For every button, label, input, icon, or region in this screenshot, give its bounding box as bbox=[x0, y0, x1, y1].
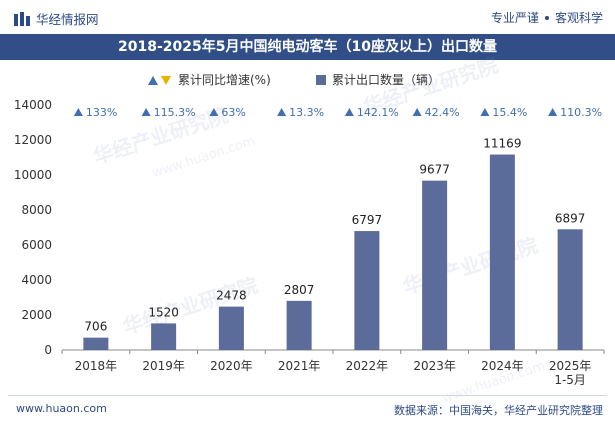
x-tick-label: 2022年 bbox=[346, 359, 389, 373]
growth-value-label: 133% bbox=[86, 106, 117, 119]
growth-marker bbox=[277, 108, 287, 116]
bar-chart: 0 2000 4000 6000 8000 10000 12000 14000 706 133% 2… bbox=[14, 98, 605, 387]
growth-triangle-icon bbox=[148, 75, 171, 85]
tagline: 专业严谨 客观科学 bbox=[491, 9, 603, 26]
growth-marker bbox=[73, 108, 83, 116]
bar-value-label: 1520 bbox=[148, 305, 179, 319]
footer-website: www.huaon.com bbox=[16, 402, 107, 415]
growth-value-label: 42.4% bbox=[425, 106, 460, 119]
x-tick-label: 2025年 bbox=[549, 359, 592, 373]
growth-marker bbox=[412, 108, 422, 116]
brand-logo-icon bbox=[14, 11, 30, 26]
growth-value-label: 13.3% bbox=[289, 106, 324, 119]
tagline-left: 专业严谨 bbox=[490, 11, 539, 25]
growth-value-label: 142.1% bbox=[357, 106, 399, 119]
bar-volume bbox=[422, 180, 448, 350]
x-tick-label: 2018年 bbox=[75, 359, 118, 373]
tagline-right: 客观科学 bbox=[554, 11, 603, 25]
x-tick-label: 2021年 bbox=[278, 359, 321, 373]
tagline-dot-icon bbox=[544, 15, 549, 20]
legend-item-growth: 累计同比增速(%) bbox=[148, 71, 271, 88]
brand-name: 华经情报网 bbox=[36, 12, 99, 27]
bar-value-label: 6797 bbox=[352, 213, 383, 227]
legend-item-volume: 累计出口数量（辆） bbox=[316, 71, 440, 88]
bar-value-label: 9677 bbox=[419, 163, 450, 177]
growth-marker bbox=[344, 108, 354, 116]
bar-volume bbox=[489, 154, 515, 350]
bar-volume bbox=[557, 229, 583, 350]
bar-value-label: 11169 bbox=[483, 137, 521, 151]
growth-value-label: 110.3% bbox=[560, 106, 602, 119]
bar-volume bbox=[286, 300, 312, 350]
growth-marker bbox=[209, 108, 219, 116]
footer-divider bbox=[8, 395, 607, 396]
x-tick-label: 2024年 bbox=[481, 359, 524, 373]
x-tick-label: 2023年 bbox=[413, 359, 456, 373]
legend-label-volume: 累计出口数量（辆） bbox=[332, 73, 441, 87]
bar-swatch-icon bbox=[316, 74, 326, 85]
footer-source: 数据来源：中国海关，华经产业研究院整理 bbox=[394, 404, 603, 417]
bar-volume bbox=[218, 306, 244, 350]
growth-value-label: 15.4% bbox=[492, 106, 527, 119]
bar-volume bbox=[83, 337, 109, 350]
bar-value-label: 6897 bbox=[555, 211, 586, 225]
x-tick-label: 2020年 bbox=[210, 359, 253, 373]
y-tick-label: 6000 bbox=[21, 238, 52, 252]
bar-volume bbox=[151, 323, 177, 350]
growth-value-label: 63% bbox=[221, 106, 245, 119]
growth-value-label: 115.3% bbox=[154, 106, 196, 119]
growth-marker bbox=[548, 108, 558, 116]
y-tick-label: 8000 bbox=[21, 203, 52, 217]
y-tick-label: 2000 bbox=[21, 308, 52, 322]
bar-volume bbox=[354, 231, 380, 350]
chart-legend: 累计同比增速(%) 累计出口数量（辆） bbox=[0, 71, 615, 91]
legend-label-growth: 累计同比增速(%) bbox=[178, 73, 271, 87]
y-tick-label: 12000 bbox=[14, 133, 52, 147]
x-tick-label: 1-5月 bbox=[554, 373, 586, 387]
bar-value-label: 2478 bbox=[216, 289, 247, 303]
bar-value-label: 2807 bbox=[284, 283, 315, 297]
growth-marker bbox=[141, 108, 151, 116]
bar-value-label: 706 bbox=[84, 320, 107, 334]
y-tick-label: 0 bbox=[44, 343, 52, 357]
x-tick-label: 2019年 bbox=[142, 359, 185, 373]
y-tick-label: 14000 bbox=[14, 98, 52, 112]
y-tick-label: 10000 bbox=[14, 168, 52, 182]
brand: 华经情报网 bbox=[14, 9, 99, 28]
top-bar: 华经情报网 专业严谨 客观科学 bbox=[0, 0, 615, 34]
growth-marker bbox=[480, 108, 490, 116]
y-tick-label: 4000 bbox=[21, 273, 52, 287]
chart-title: 2018-2025年5月中国纯电动客车（10座及以上）出口数量 bbox=[0, 34, 615, 60]
